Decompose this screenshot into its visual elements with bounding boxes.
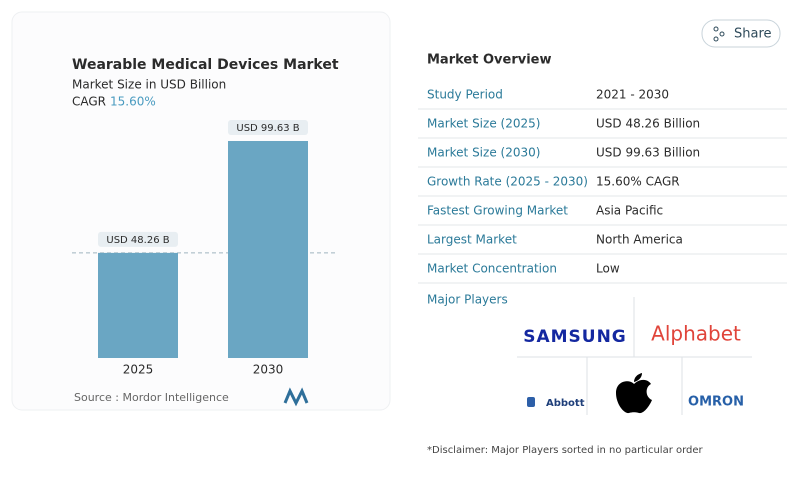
value-label-bg [98,231,178,247]
row-value: USD 99.63 Billion [596,146,700,160]
row-value: North America [596,233,683,247]
disclaimer: *Disclaimer: Major Players sorted in no … [427,445,704,456]
row-label: Fastest Growing Market [427,204,568,218]
cagr-label: CAGR [72,95,106,109]
row-value: 2021 - 2030 [596,88,669,102]
chart-title: Wearable Medical Devices Market [72,57,339,73]
row-label: Largest Market [427,233,517,247]
abbott-icon [527,397,535,407]
value-label: USD 48.26 B [106,235,169,246]
players-title: Major Players [427,293,508,307]
row-label: Growth Rate (2025 - 2030) [427,175,588,189]
row-value: 15.60% CAGR [596,175,680,189]
row-value: USD 48.26 Billion [596,117,700,131]
logo-omron: OMRON [688,395,744,410]
value-label: USD 99.63 B [236,123,299,134]
bar [228,141,308,358]
logo-apple [616,373,652,414]
overview-title: Market Overview [427,53,551,68]
logo-grid [517,297,752,415]
source: Source : Mordor Intelligence [74,391,229,404]
bar [98,252,178,358]
x-tick-label: 2030 [253,363,284,377]
chart-subtitle: Market Size in USD Billion [72,78,226,92]
logo-samsung: SAMSUNG [523,327,627,347]
row-label: Study Period [427,88,503,102]
source-logo [283,387,309,407]
value-label-bg [228,120,308,135]
row-value: Low [596,262,620,276]
row-label: Market Size (2030) [427,146,540,160]
logo-abbott: Abbott [546,398,585,409]
x-tick-label: 2025 [123,363,154,377]
row-label: Market Size (2025) [427,117,540,131]
logo-alphabet: Alphabet [651,322,741,346]
share-button[interactable]: Share [701,19,781,48]
cagr-value: 15.60% [110,95,156,109]
row-value: Asia Pacific [596,204,663,218]
row-label: Market Concentration [427,262,557,276]
share-label[interactable]: Share [734,27,772,42]
